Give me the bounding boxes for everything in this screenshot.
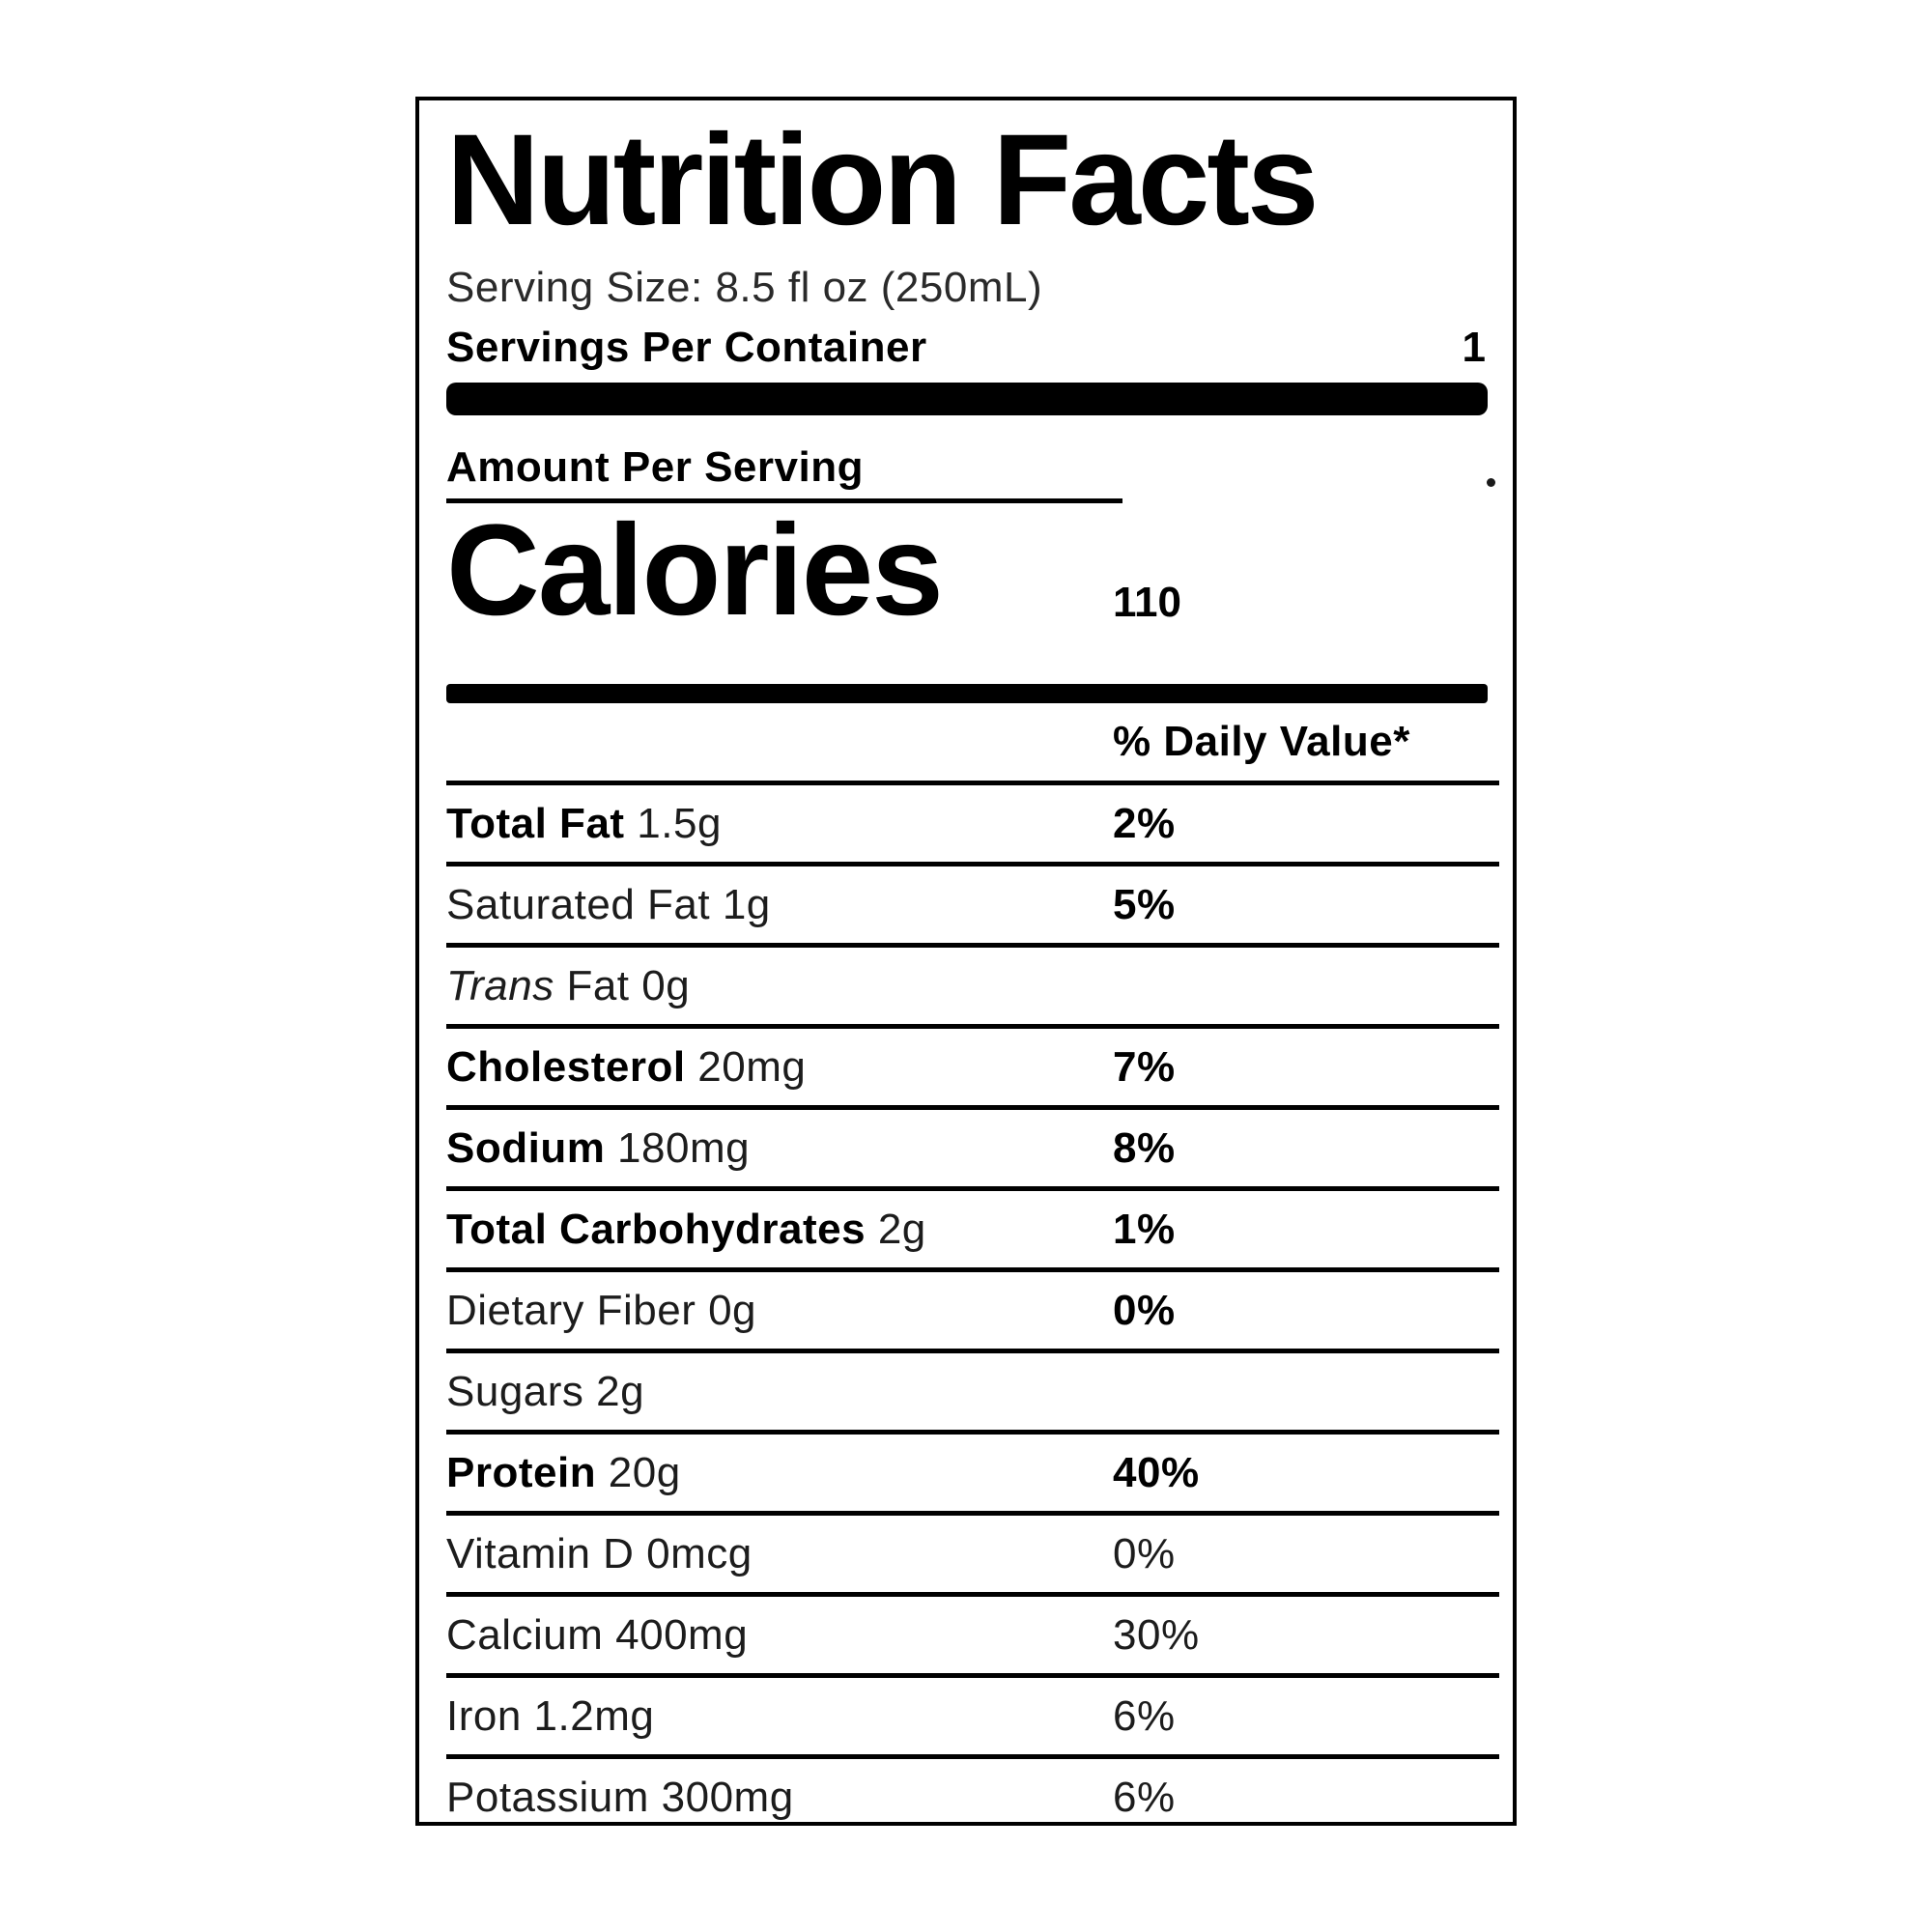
nutrition-facts-panel: Nutrition Facts Serving Size: 8.5 fl oz … [415,97,1517,1826]
daily-value: 6% [1113,1773,1176,1821]
nutrient-amount: 1.5g [624,799,722,847]
nutrient-amount: 20mg [685,1042,807,1091]
daily-value: 6% [1113,1691,1176,1740]
nutrient-row-protein: Protein 20g 40% [446,1430,1499,1511]
nutrient-row-vitamin-d: Vitamin D 0mcg 0% [446,1511,1499,1592]
nutrient-row-sodium: Sodium 180mg 8% [446,1105,1499,1186]
nutrient-name: Protein [446,1448,597,1496]
nutrient-name: Iron 1.2mg [446,1691,655,1740]
daily-value: 5% [1113,880,1176,928]
servings-per-container-value: 1 [1462,324,1486,371]
nutrient-amount: Fat 0g [554,961,691,1009]
nutrient-row-saturated-fat: Saturated Fat 1g 5% [446,862,1499,943]
nutrient-row-sugars: Sugars 2g [446,1349,1499,1430]
nutrient-name: Total Carbohydrates [446,1205,867,1253]
nutrient-amount: 2g [866,1205,926,1253]
serving-size-text: Serving Size: 8.5 fl oz (250mL) [446,264,1043,311]
panel-title: Nutrition Facts [446,108,1319,252]
nutrient-row-total-fat: Total Fat 1.5g 2% [446,781,1499,862]
daily-value: 40% [1113,1448,1200,1496]
calories-row: Calories 110 [446,503,1499,678]
nutrient-name: Potassium 300mg [446,1773,794,1821]
daily-value: 1% [1113,1205,1176,1253]
nutrient-name: Total Fat [446,799,625,847]
nutrient-name: Calcium 400mg [446,1610,749,1659]
amount-per-serving-underline [446,498,1122,503]
calories-value: 110 [1113,579,1181,626]
stray-dot [1487,478,1495,487]
nutrient-row-dietary-fiber: Dietary Fiber 0g 0% [446,1267,1499,1349]
nutrient-name-italic: Trans [446,961,554,1009]
nutrient-name: Vitamin D 0mcg [446,1529,753,1577]
nutrient-row-potassium: Potassium 300mg 6% [446,1754,1499,1835]
nutrient-name: Saturated Fat 1g [446,880,771,928]
nutrient-name: Cholesterol [446,1042,686,1091]
nutrient-row-trans-fat: Trans Fat 0g [446,943,1499,1024]
amount-per-serving-label: Amount Per Serving [446,443,864,491]
nutrient-row-cholesterol: Cholesterol 20mg 7% [446,1024,1499,1105]
divider-bar-medium [446,684,1488,703]
servings-per-container-row: Servings Per Container 1 [446,323,1499,373]
nutrient-row-total-carbohydrates: Total Carbohydrates 2g 1% [446,1186,1499,1267]
calories-label: Calories [446,498,944,642]
daily-value-header-row: % Daily Value* [446,703,1499,781]
nutrient-row-iron: Iron 1.2mg 6% [446,1673,1499,1754]
daily-value: 7% [1113,1042,1176,1091]
servings-per-container-label: Servings Per Container [446,324,927,371]
daily-value: 2% [1113,799,1176,847]
daily-value: 30% [1113,1610,1200,1659]
nutrient-name: Sugars 2g [446,1367,645,1415]
daily-value: 0% [1113,1529,1176,1577]
nutrient-row-calcium: Calcium 400mg 30% [446,1592,1499,1673]
nutrient-name: Sodium [446,1123,606,1172]
nutrient-name: Dietary Fiber 0g [446,1286,757,1334]
daily-value-header: % Daily Value* [1113,718,1410,765]
daily-value: 8% [1113,1123,1176,1172]
nutrient-amount: 180mg [605,1123,751,1172]
daily-value: 0% [1113,1286,1176,1334]
divider-bar-thick [446,383,1488,415]
nutrient-amount: 20g [596,1448,681,1496]
